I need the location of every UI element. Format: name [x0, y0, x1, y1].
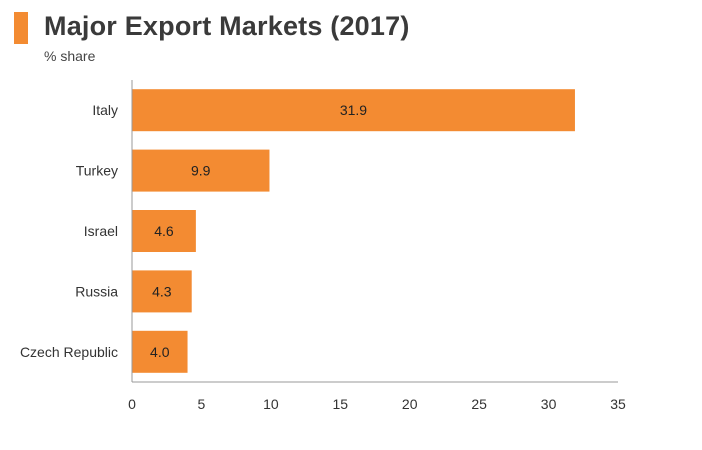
category-label: Italy	[92, 102, 118, 118]
category-label: Russia	[75, 283, 118, 299]
title-accent-bar	[14, 12, 28, 44]
bar-value-label: 4.6	[154, 223, 174, 239]
x-tick-label: 5	[198, 396, 206, 412]
x-tick-label: 10	[263, 396, 279, 412]
bar-italy	[132, 89, 575, 132]
x-tick-label: 15	[332, 396, 348, 412]
bar-turkey	[132, 149, 270, 192]
bar-value-label: 4.3	[152, 283, 172, 299]
chart-subtitle: % share	[44, 48, 96, 64]
x-tick-label: 35	[610, 396, 626, 412]
bar-value-label: 9.9	[191, 163, 211, 179]
bars-layer: 31.9 9.9 4.6 4.3 4.0	[132, 89, 575, 373]
bar-value-label: 4.0	[150, 344, 170, 360]
category-label: Israel	[84, 223, 118, 239]
category-label: Turkey	[76, 163, 118, 179]
bar-russia	[132, 270, 192, 313]
chart-title: Major Export Markets (2017)	[44, 11, 410, 41]
category-label: Czech Republic	[20, 344, 118, 360]
x-tick-label: 30	[541, 396, 557, 412]
x-tick-label: 0	[128, 396, 136, 412]
bar-israel	[132, 210, 196, 252]
x-tick-label: 25	[471, 396, 487, 412]
x-tick-label: 20	[402, 396, 418, 412]
bar-czech-republic	[132, 330, 188, 373]
bar-value-label: 31.9	[340, 102, 367, 118]
axes-layer: Italy Turkey Israel Russia Czech Republic 0 5 1…	[20, 80, 626, 412]
